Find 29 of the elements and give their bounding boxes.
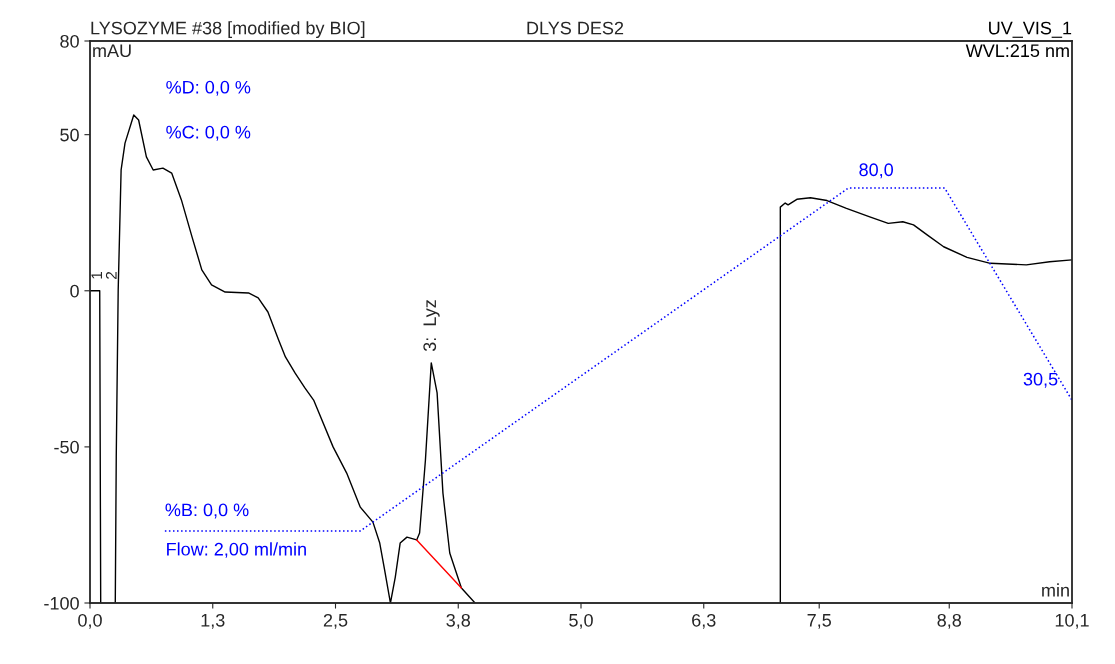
y-tick-label: 50 [60,128,79,142]
data-label: 80,0 [859,163,894,179]
annotation: %C: 0,0 % [166,125,251,141]
x-tick-label: 7,5 [807,614,831,629]
annotation: 2 [105,271,117,279]
annotation: %D: 0,0 % [166,80,251,96]
y-tick-label: -50 [54,440,79,454]
x-tick-label: 5,0 [569,613,593,629]
x-tick-label: 1,3 [201,613,225,629]
x-tick-label: 3,8 [446,613,471,629]
x-tick-label: 10,1 [1055,613,1089,629]
annotation: 1 [91,271,103,279]
y-axis-title: mAU [93,44,131,58]
annotation: Flow: 2,00 ml/min [167,542,306,558]
x-tick-label: 0,0 [78,613,102,629]
annotation: WVL:215 nm [965,44,1069,58]
y-tick-label: -100 [44,596,79,610]
x-tick-label: 6,3 [692,613,716,629]
x-tick-label: 2,5 [323,613,348,629]
x-tick-label: 8,8 [937,613,962,629]
text: UV_VIS_1 [989,21,1072,38]
data-label: 30,5 [1023,372,1058,388]
annotation: 3: Lyz [423,300,440,352]
x-axis-title: min [1042,583,1069,597]
y-tick-label: 0 [70,284,79,298]
chart-subtitle: DLYS DES2 [527,21,624,35]
y-tick-label: 80 [60,34,79,48]
chart-title: LYSOZYME #38 [modified by BIO] [91,21,365,38]
data-label: %B: 0,0 % [165,503,249,519]
